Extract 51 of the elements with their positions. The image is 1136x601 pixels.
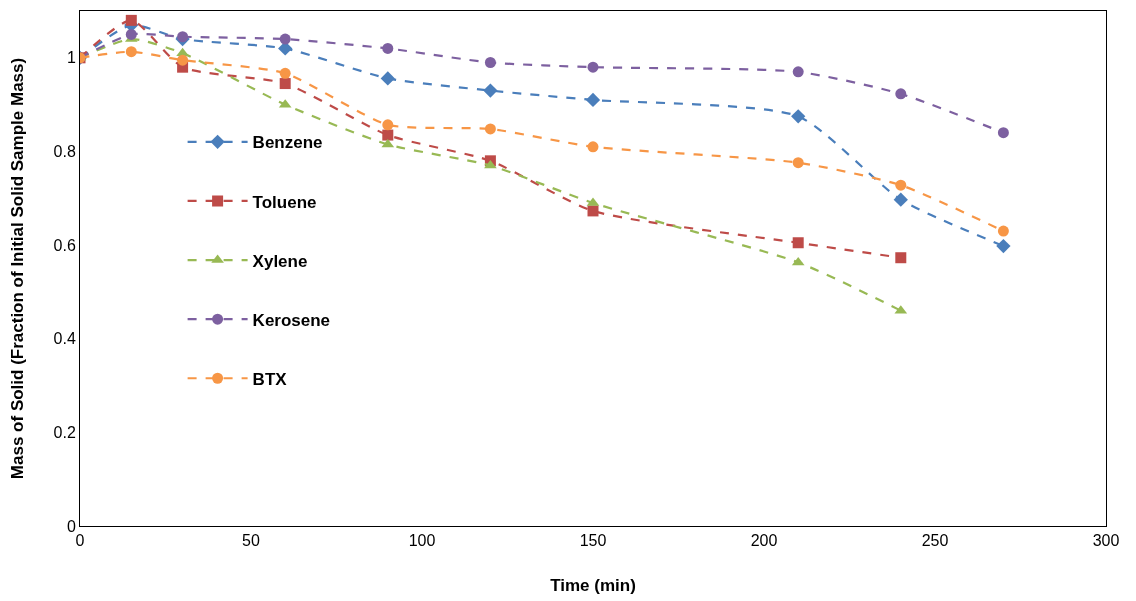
- point: [997, 127, 1009, 139]
- point: [484, 123, 496, 135]
- point: [996, 238, 1011, 254]
- legend-label: Xylene: [252, 251, 308, 271]
- point: [177, 54, 189, 66]
- point: [125, 14, 137, 26]
- point: [791, 256, 805, 266]
- point: [125, 46, 137, 58]
- x-tick-label: 300: [1092, 532, 1120, 550]
- point: [893, 192, 908, 207]
- point: [177, 31, 189, 43]
- point: [585, 92, 601, 108]
- point: [587, 61, 599, 73]
- legend-label: Kerosene: [252, 310, 331, 330]
- y-axis-title: Mass of Solid (Fraction of Initial Solid Sample Mass): [8, 57, 28, 480]
- y-tick-label: 0.6: [53, 236, 76, 254]
- legend-label: Benzene: [252, 133, 323, 153]
- point: [997, 225, 1009, 237]
- point: [792, 157, 804, 169]
- point: [792, 66, 804, 78]
- legend-label: Toluene: [252, 192, 317, 212]
- point: [279, 33, 291, 45]
- x-tick-label: 250: [921, 532, 949, 550]
- point: [895, 252, 907, 264]
- point: [382, 42, 394, 54]
- x-tick-label: 50: [242, 532, 260, 550]
- point: [587, 205, 599, 217]
- y-tick-label: 0.2: [53, 423, 76, 441]
- x-tick-label: 100: [408, 532, 436, 550]
- point: [895, 179, 907, 191]
- point: [125, 28, 137, 40]
- y-tick-label: 0: [66, 517, 76, 535]
- point: [380, 71, 395, 86]
- point: [381, 138, 395, 148]
- point: [895, 88, 907, 100]
- legend-label: BTX: [252, 369, 288, 389]
- point: [382, 129, 394, 141]
- x-tick-label: 150: [579, 532, 607, 550]
- y-tick-label: 1: [66, 49, 76, 67]
- point: [279, 67, 291, 79]
- x-axis-title: Time (min): [550, 575, 636, 595]
- y-tick-label: 0.4: [53, 330, 76, 348]
- point: [279, 78, 291, 90]
- point: [484, 57, 496, 68]
- point: [587, 141, 599, 153]
- point: [483, 83, 498, 98]
- y-tick-label: 0.8: [53, 143, 76, 161]
- x-tick-label: 200: [750, 532, 778, 550]
- point: [791, 109, 806, 124]
- point: [382, 119, 394, 131]
- point: [792, 237, 804, 249]
